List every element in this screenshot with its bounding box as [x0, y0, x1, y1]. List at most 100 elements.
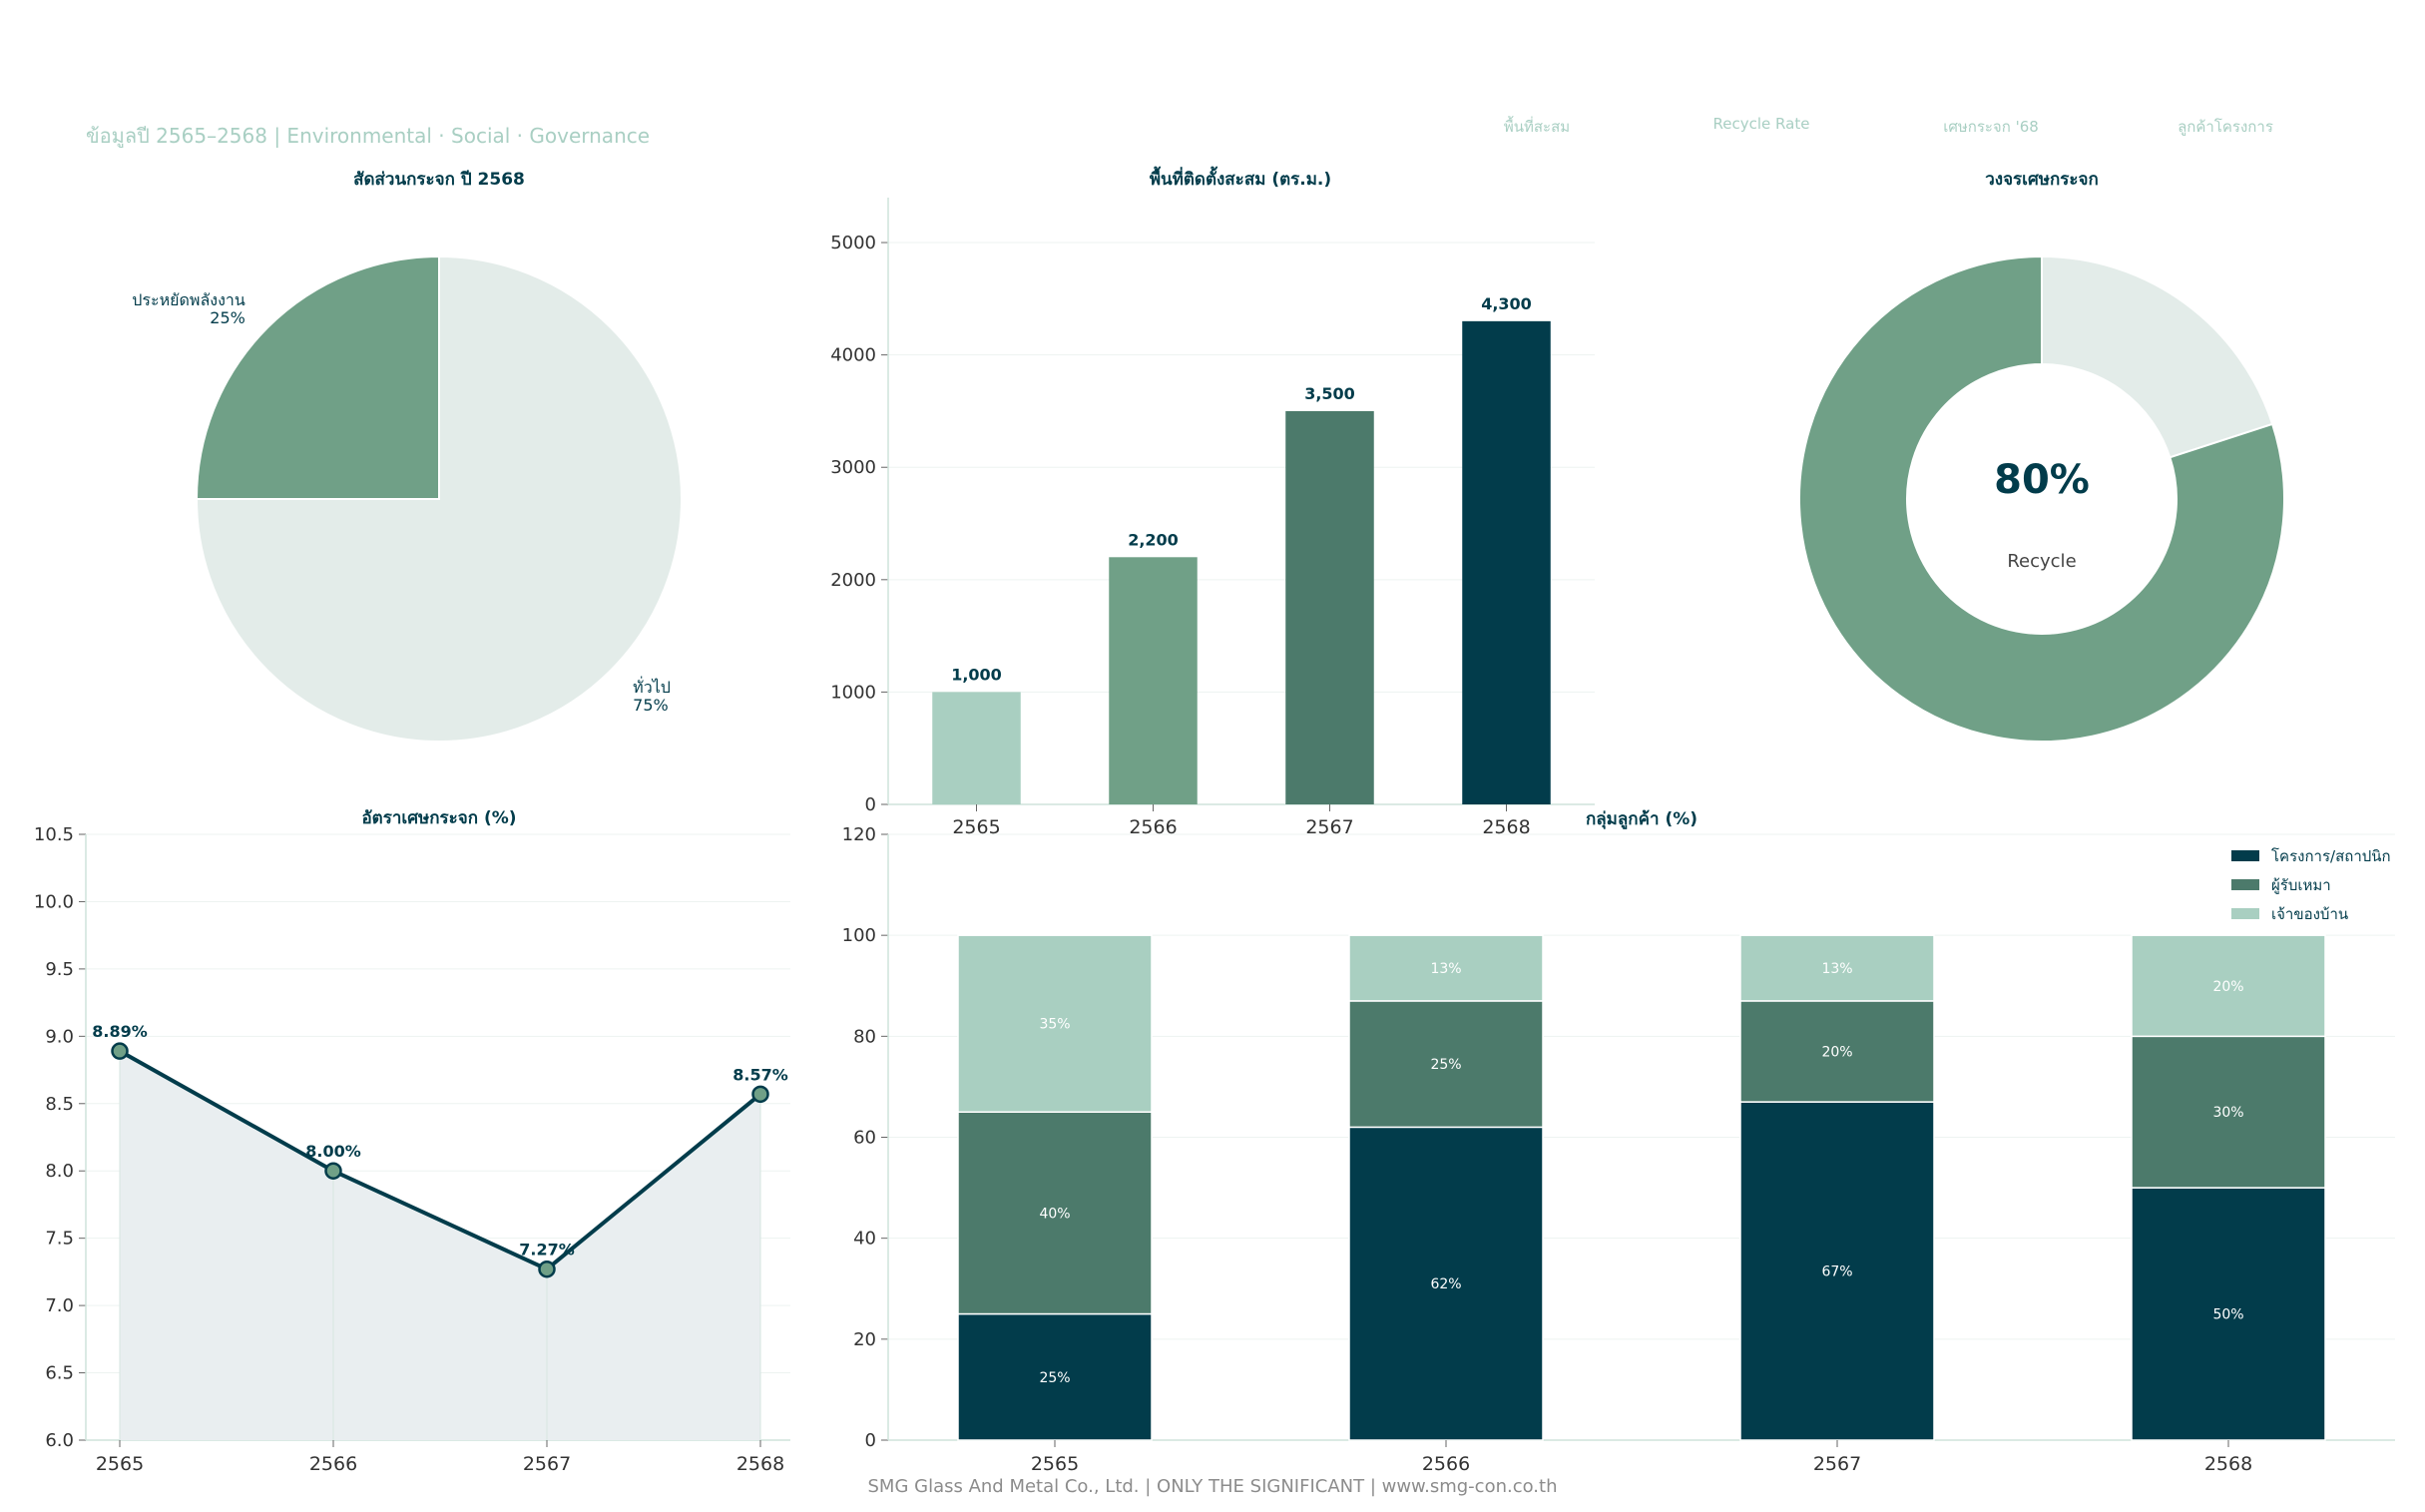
segment-label: 35%	[1039, 1017, 1070, 1033]
y-tick-label: 9.0	[45, 1026, 74, 1047]
legend-label: ผู้รับเหมา	[2271, 876, 2331, 894]
installed-area-bar-chart: 0 1000 2000 3000 4000 5000 1,000 2565 2,200 2566 3…	[830, 198, 1595, 838]
y-tick-label: 100	[842, 925, 876, 946]
stacked-bar-segment	[1348, 1126, 1544, 1441]
stacked-bar-segment	[2131, 934, 2326, 1038]
stacked-bar-segment	[1739, 1000, 1935, 1103]
x-tick-label: 2566	[1129, 816, 1177, 838]
pie-slice-label: ทั่วไป	[633, 676, 671, 697]
customer-groups-stacked-chart: 0 20 40 60 80 100 120 25% 40% 35% 2565 62% 25% 13% 256…	[842, 824, 2395, 1475]
y-tick-label: 2000	[830, 570, 876, 591]
stacked-bar-segment	[2131, 1187, 2326, 1441]
line-point	[324, 1162, 342, 1180]
line-area-fill	[120, 1051, 760, 1440]
legend-swatch	[2231, 850, 2259, 861]
pie-slice-percent: 75%	[633, 696, 669, 715]
scrap-rate-line-chart: 6.0 6.5 7.0 7.5 8.0 8.5 9.0 9.5 10.0 10.5 8.89% 256…	[34, 824, 790, 1475]
pie-slice	[195, 254, 683, 743]
x-tick-label: 2568	[1482, 816, 1530, 838]
segment-label: 62%	[1430, 1276, 1461, 1292]
line-point-label: 7.27%	[519, 1241, 575, 1260]
line-point-label: 8.00%	[305, 1142, 361, 1161]
stacked-bar-segment	[1739, 934, 1935, 1002]
bar-value-label: 2,200	[1128, 530, 1179, 549]
x-tick-label: 2567	[523, 1453, 571, 1475]
bar-value-label: 3,500	[1304, 384, 1355, 403]
segment-label: 50%	[2212, 1307, 2243, 1323]
kpi-label-recycle: Recycle Rate	[1712, 115, 1810, 133]
y-tick-label: 80	[853, 1026, 876, 1047]
bar	[932, 692, 1021, 804]
donut-segment	[2041, 254, 2274, 459]
line-point	[538, 1260, 556, 1278]
x-tick-label: 2567	[1305, 816, 1353, 838]
y-tick-label: 7.0	[45, 1295, 74, 1316]
stacked-bar-segment	[2131, 1035, 2326, 1189]
segment-label: 40%	[1039, 1206, 1070, 1222]
x-tick-label: 2566	[1422, 1453, 1470, 1475]
line-point-label: 8.89%	[92, 1022, 148, 1041]
y-tick-label: 10.5	[34, 824, 74, 845]
segment-label: 13%	[1821, 961, 1852, 977]
bar	[1462, 320, 1551, 804]
pie-chart-title: สัดส่วนกระจก ปี 2568	[353, 170, 525, 190]
bar-value-label: 1,000	[951, 665, 1002, 684]
x-tick-label: 2568	[2204, 1453, 2252, 1475]
kpi-label-customers: ลูกค้าโครงการ	[2178, 118, 2273, 136]
pie-slice	[195, 254, 440, 500]
y-tick-label: 1000	[830, 682, 876, 703]
bar-value-label: 4,300	[1481, 294, 1532, 313]
x-tick-label: 2566	[309, 1453, 357, 1475]
stacked-chart-title: กลุ่มลูกค้า (%)	[1585, 809, 1698, 829]
kpi-label-area: พื้นที่สะสม	[1503, 118, 1571, 136]
segment-label: 67%	[1821, 1264, 1852, 1280]
x-tick-label: 2567	[1813, 1453, 1861, 1475]
stacked-bar-segment	[1348, 1000, 1544, 1129]
x-tick-label: 2565	[1031, 1453, 1079, 1475]
legend-label: โครงการ/สถาปนิก	[2271, 847, 2391, 865]
y-tick-label: 10.0	[34, 891, 74, 912]
line-point	[111, 1042, 129, 1060]
y-tick-label: 40	[853, 1229, 876, 1250]
pie-slice-label: ประหยัดพลังงาน	[132, 290, 245, 309]
dashboard-subtitle: ข้อมูลปี 2565–2568 | Environmental · Soc…	[86, 124, 651, 148]
y-tick-label: 8.0	[45, 1161, 74, 1182]
stacked-bar-segment	[957, 1111, 1153, 1315]
segment-label: 20%	[1821, 1045, 1852, 1061]
segment-label: 25%	[1039, 1370, 1070, 1386]
donut-chart-title: วงจรเศษกระจก	[1985, 170, 2099, 190]
x-tick-label: 2565	[952, 816, 1000, 838]
pie-slice-percent: 25%	[210, 308, 245, 327]
y-tick-label: 120	[842, 824, 876, 845]
stacked-bar-segment	[957, 1312, 1153, 1441]
bar-chart-title: พื้นที่ติดตั้งสะสม (ตร.ม.)	[1149, 170, 1332, 190]
stacked-bar-segment	[1739, 1101, 1935, 1441]
legend-swatch	[2231, 879, 2259, 890]
segment-label: 13%	[1430, 961, 1461, 977]
y-tick-label: 20	[853, 1329, 876, 1350]
y-tick-label: 6.0	[45, 1430, 74, 1451]
donut-center-label: Recycle	[2007, 551, 2076, 572]
donut-segment	[1798, 254, 2286, 743]
y-tick-label: 5000	[830, 233, 876, 253]
y-tick-label: 6.5	[45, 1363, 74, 1384]
stacked-bar-segment	[957, 934, 1153, 1113]
segment-label: 25%	[1430, 1057, 1461, 1073]
y-tick-label: 0	[865, 1430, 876, 1451]
y-tick-label: 8.5	[45, 1094, 74, 1115]
legend-label: เจ้าของบ้าน	[2271, 905, 2348, 923]
kpi-label-scrap: เศษกระจก '68	[1943, 118, 2039, 136]
glass-cycle-donut: 80% Recycle	[1798, 254, 2286, 743]
segment-label: 30%	[2212, 1105, 2243, 1121]
segment-label: 20%	[2212, 979, 2243, 995]
y-tick-label: 0	[865, 794, 876, 815]
bar	[1109, 557, 1198, 804]
line-series	[119, 1049, 762, 1271]
y-tick-label: 3000	[830, 457, 876, 478]
legend-swatch	[2231, 908, 2259, 919]
y-tick-label: 60	[853, 1128, 876, 1149]
footer-text: SMG Glass And Metal Co., Ltd. | ONLY THE…	[867, 1476, 1558, 1497]
line-point	[751, 1085, 769, 1104]
